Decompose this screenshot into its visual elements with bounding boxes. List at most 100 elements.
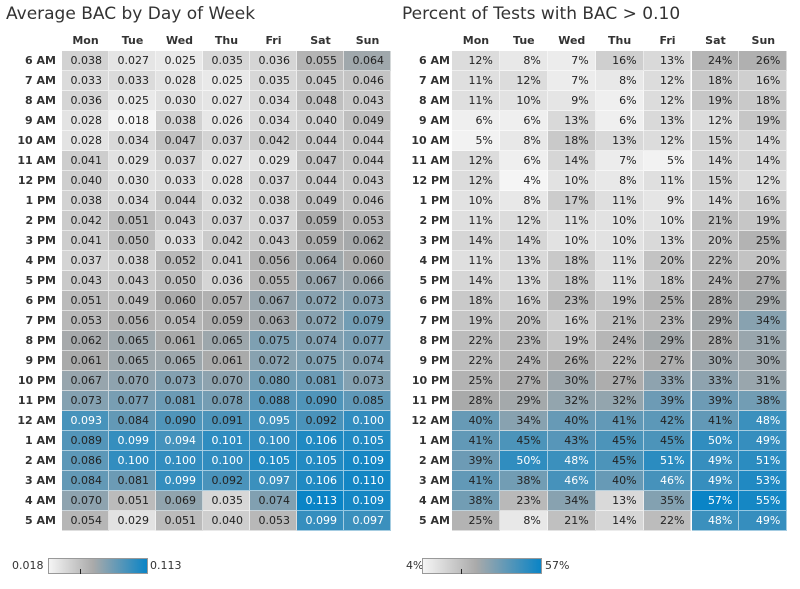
heatmap-cell: 0.037 [250,171,297,191]
heatmap-cell: 40% [595,471,644,491]
row-label: 1 AM [25,434,56,447]
heatmap-cell: 11% [547,211,596,231]
heatmap-cell: 11% [595,191,644,211]
heatmap-cell: 49% [691,451,740,471]
heatmap-cell: 0.046 [344,71,391,91]
heatmap-cell: 31% [739,371,788,391]
heatmap-cell: 0.044 [344,151,391,171]
heatmap-cell: 10% [595,211,644,231]
heatmap-cell: 0.100 [109,451,156,471]
row-label: 8 PM [419,334,451,347]
heatmap-cell: 0.040 [297,111,344,131]
heatmap-cell: 15% [691,171,740,191]
heatmap-cell: 14% [499,231,548,251]
heatmap-cell: 0.051 [156,511,203,531]
heatmap-cell: 0.047 [156,131,203,151]
heatmap-cell: 45% [499,431,548,451]
heatmap-cell: 5% [452,131,500,151]
row-label: 3 PM [25,234,57,247]
heatmap-cell: 0.094 [156,431,203,451]
heatmap-cell: 0.097 [344,511,391,531]
heatmap-cell: 13% [499,251,548,271]
heatmap-cell: 0.025 [203,71,250,91]
row-label: 4 AM [419,494,450,507]
row-label: 3 AM [419,474,450,487]
heatmap-cell: 11% [595,251,644,271]
heatmap-cell: 0.097 [250,471,297,491]
heatmap-cell: 0.043 [250,231,297,251]
heatmap-cell: 41% [452,431,500,451]
heatmap-cell: 23% [547,291,596,311]
heatmap-cell: 0.051 [62,291,109,311]
heatmap-cell: 0.028 [62,111,109,131]
heatmap-cell: 38% [739,391,788,411]
heatmap-cell: 0.042 [250,131,297,151]
heatmap-cell: 51% [739,451,788,471]
row-label: 12 PM [411,174,450,187]
heatmap-cell: 0.061 [203,351,250,371]
heatmap-cell: 0.034 [250,111,297,131]
heatmap-cell: 32% [595,391,644,411]
heatmap-cell: 0.044 [344,131,391,151]
heatmap-cell: 0.063 [250,311,297,331]
heatmap-cell: 0.092 [297,411,344,431]
heatmap-cell: 41% [452,471,500,491]
heatmap-cell: 0.065 [109,351,156,371]
heatmap-cell: 0.037 [156,151,203,171]
heatmap-cell: 0.089 [62,431,109,451]
heatmap-cell: 48% [691,511,740,531]
heatmap-cell: 0.034 [109,191,156,211]
heatmap-cell: 35% [643,491,692,511]
heatmap-cell: 0.043 [156,211,203,231]
row-label: 1 PM [25,194,57,207]
row-label: 12 AM [17,414,56,427]
heatmap-cell: 22% [691,251,740,271]
heatmap-cell: 12% [499,211,548,231]
heatmap-cell: 23% [643,311,692,331]
heatmap-cell: 30% [547,371,596,391]
heatmap-cell: 49% [691,471,740,491]
heatmap-cell: 0.074 [250,491,297,511]
heatmap-cell: 0.035 [203,51,250,71]
heatmap-cell: 6% [499,111,548,131]
row-label: 2 AM [25,454,56,467]
heatmap-cell: 27% [499,371,548,391]
heatmap-cell: 39% [452,451,500,471]
heatmap-cell: 0.105 [297,451,344,471]
heatmap-cell: 0.029 [250,151,297,171]
heatmap-cell: 0.027 [109,51,156,71]
row-label: 5 PM [419,274,451,287]
heatmap-cell: 0.041 [203,251,250,271]
heatmap-cell: 0.067 [62,371,109,391]
heatmap-cell: 0.036 [203,271,250,291]
heatmap-cell: 0.081 [109,471,156,491]
heatmap-cell: 41% [691,411,740,431]
heatmap-cell: 16% [739,71,788,91]
heatmap-cell: 18% [547,251,596,271]
row-label: 10 AM [17,134,56,147]
heatmap-cell: 12% [691,111,740,131]
heatmap-cell: 30% [739,351,788,371]
heatmap-cell: 22% [595,351,644,371]
heatmap-cell: 19% [547,331,596,351]
column-header: Thu [608,34,632,47]
row-label: 2 AM [419,454,450,467]
heatmap-cell: 0.095 [250,411,297,431]
heatmap-cell: 11% [452,251,500,271]
row-label: 10 AM [411,134,450,147]
heatmap-cell: 0.018 [109,111,156,131]
heatmap-cell: 34% [739,311,788,331]
heatmap-cell: 15% [691,131,740,151]
column-header: Tue [513,34,535,47]
heatmap-cell: 6% [595,91,644,111]
heatmap-cell: 19% [739,111,788,131]
heatmap-cell: 16% [547,311,596,331]
heatmap-cell: 0.113 [297,491,344,511]
heatmap-cell: 0.049 [297,191,344,211]
heatmap-cell: 0.090 [156,411,203,431]
heatmap-cell: 22% [452,351,500,371]
heatmap-cell: 10% [547,231,596,251]
heatmap-cell: 11% [452,91,500,111]
heatmap-cell: 21% [547,511,596,531]
heatmap-cell: 13% [499,271,548,291]
